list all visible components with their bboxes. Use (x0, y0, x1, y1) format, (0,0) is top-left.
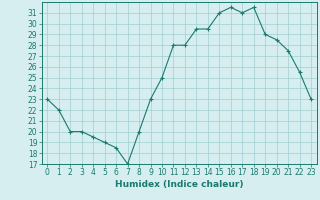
X-axis label: Humidex (Indice chaleur): Humidex (Indice chaleur) (115, 180, 244, 189)
